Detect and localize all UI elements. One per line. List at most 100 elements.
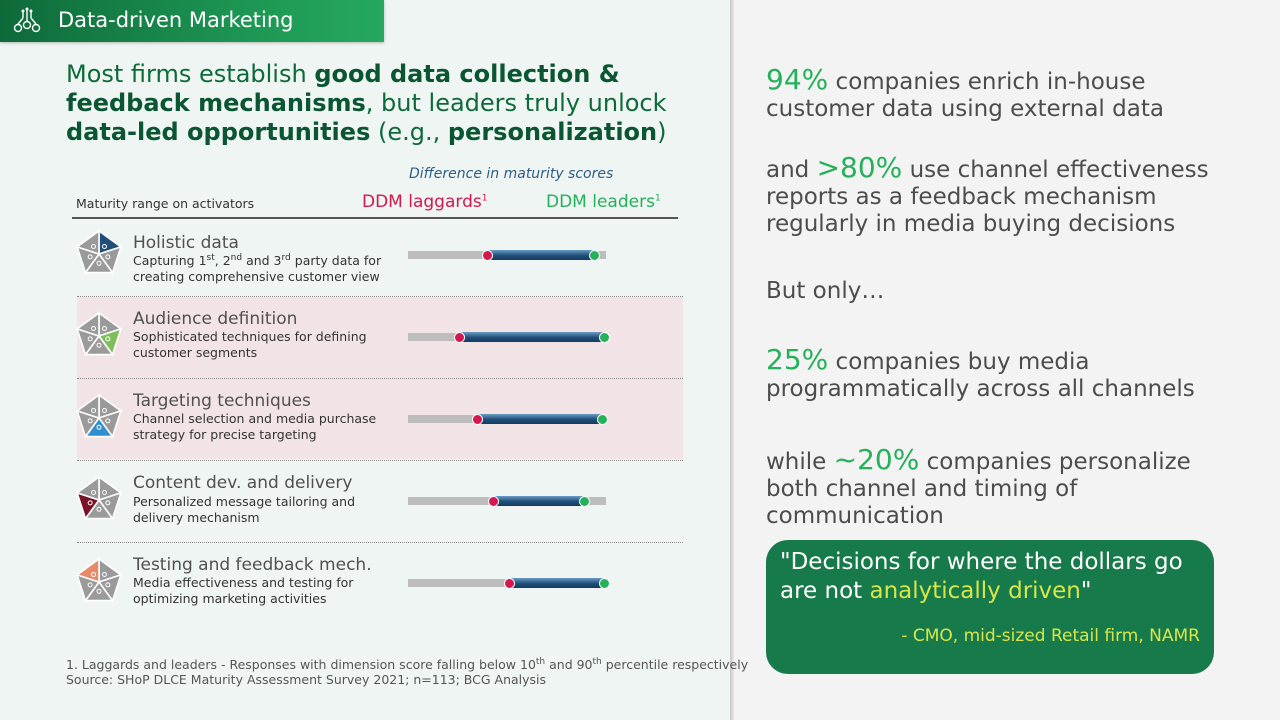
desc-text: , 2: [214, 253, 231, 268]
chart-caption: Difference in maturity scores: [409, 166, 614, 182]
footnote-mark: 1: [481, 193, 488, 204]
headline-text: (e.g.,: [370, 118, 448, 146]
stat-block: 25% companies buy media programmatically…: [766, 346, 1236, 403]
maturity-range-bar: [408, 577, 611, 589]
puzzle-knob: [91, 243, 97, 249]
laggard-marker: [472, 413, 484, 425]
maturity-range-bar: [408, 249, 606, 261]
stat-block: But only…: [766, 278, 1236, 305]
row-description: Sophisticated techniques for defining cu…: [133, 329, 367, 360]
puzzle-knob: [87, 254, 93, 260]
pentagon-puzzle-icon: [75, 311, 123, 357]
leader-marker: [579, 495, 591, 507]
pentagon-puzzle-icon: [75, 393, 123, 439]
puzzle-knob: [101, 489, 107, 495]
leader-marker: [589, 249, 601, 261]
row-description: Capturing 1st, 2nd and 3rd party data fo…: [133, 253, 393, 285]
maturity-range-bar: [408, 495, 606, 507]
row-title: Audience definition: [133, 309, 298, 329]
quote-part: ": [1080, 578, 1092, 604]
desc-sup: nd: [230, 252, 243, 263]
range-fill: [477, 414, 603, 424]
puzzle-knob: [87, 418, 93, 424]
row-separator: [77, 296, 683, 297]
row-description: Personalized message tailoring and deliv…: [133, 494, 356, 525]
stat-block: and >80% use channel effectiveness repor…: [766, 154, 1236, 238]
leader-marker: [599, 331, 611, 343]
banner-title: Data-driven Marketing: [58, 8, 294, 32]
headline-bold: good data collection & feedback mechanis…: [66, 60, 620, 117]
quote-highlight: analytically driven: [869, 578, 1081, 604]
pentagon-puzzle-icon: [75, 557, 123, 603]
leader-marker: [597, 413, 609, 425]
puzzle-knob: [105, 254, 111, 260]
puzzle-knob: [101, 407, 107, 413]
footnote-text: and 90: [545, 657, 593, 672]
puzzle-knob: [96, 424, 102, 430]
maturity-range-bar: [408, 413, 609, 425]
puzzle-knob: [101, 571, 107, 577]
stat-percent: 25%: [766, 343, 829, 376]
headline-bold: data-led opportunities: [66, 118, 371, 146]
row-separator: [77, 378, 683, 379]
puzzle-knob: [87, 582, 93, 588]
pentagon-puzzle-icon: [75, 229, 123, 275]
leaders-legend: DDM leaders1: [546, 192, 661, 212]
puzzle-knob: [91, 325, 97, 331]
laggards-legend: DDM laggards1: [362, 192, 487, 212]
desc-sup: rd: [281, 252, 291, 263]
puzzle-knob: [91, 407, 97, 413]
stat-text: companies personalize both channel and t…: [766, 449, 1191, 529]
footnote-line: 1. Laggards and leaders - Responses with…: [66, 656, 749, 673]
puzzle-knob: [105, 582, 111, 588]
laggard-marker: [454, 331, 466, 343]
stat-percent: ~20%: [833, 443, 920, 476]
headline-text: , but leaders truly unlock: [365, 89, 667, 117]
leader-marker: [599, 577, 611, 589]
puzzle-knob: [87, 336, 93, 342]
range-fill: [487, 250, 595, 260]
range-fill: [493, 496, 585, 506]
footnote-text: 1. Laggards and leaders - Responses with…: [66, 657, 536, 672]
puzzle-knob: [105, 500, 111, 506]
puzzle-knob: [101, 325, 107, 331]
stat-percent: >80%: [816, 151, 903, 184]
puzzle-knob: [101, 243, 107, 249]
stat-lead: and: [766, 157, 817, 183]
range-label: Maturity range on activators: [76, 196, 255, 211]
headline-text: ): [657, 118, 667, 146]
pentagon-puzzle-icon: [75, 475, 123, 521]
maturity-range-bar: [408, 331, 611, 343]
footnote-text: percentile respectively: [601, 657, 749, 672]
headline-text: Most firms establish: [66, 60, 315, 88]
desc-sup: st: [206, 252, 215, 263]
row-title: Content dev. and delivery: [133, 473, 353, 493]
footnote-sup: th: [592, 656, 602, 667]
row-description: Media effectiveness and testing for opti…: [133, 575, 354, 606]
stat-percent: 94%: [766, 63, 829, 96]
row-description: Channel selection and media purchase str…: [133, 411, 377, 442]
stat-block: 94% companies enrich in-house customer d…: [766, 66, 1236, 123]
stat-text: use channel effectiveness reports as a f…: [766, 157, 1209, 237]
section-banner: Data-driven Marketing: [0, 0, 384, 42]
leaders-label: DDM leaders: [546, 192, 655, 212]
puzzle-knob: [96, 342, 102, 348]
header-rule: [72, 217, 678, 219]
headline: Most firms establish good data collectio…: [66, 60, 706, 147]
quote-box: "Decisions for where the dollars go are …: [766, 540, 1214, 674]
row-title: Targeting techniques: [133, 391, 311, 411]
range-fill: [459, 332, 604, 342]
quote-text: "Decisions for where the dollars go are …: [780, 548, 1210, 606]
laggards-label: DDM laggards: [362, 192, 482, 212]
footnote-mark: 1: [654, 193, 661, 204]
desc-text: and 3: [242, 253, 282, 268]
headline-bold: personalization: [447, 118, 658, 146]
quote-part: "Decisions for where the dollars go are …: [780, 549, 1183, 604]
footnote-sup: th: [535, 656, 546, 667]
laggard-marker: [488, 495, 500, 507]
stat-block: while ~20% companies personalize both ch…: [766, 446, 1236, 530]
source-line: Source: SHoP DLCE Maturity Assessment Su…: [66, 671, 547, 687]
puzzle-knob: [91, 571, 97, 577]
row-separator: [77, 460, 683, 461]
laggard-marker: [482, 249, 494, 261]
